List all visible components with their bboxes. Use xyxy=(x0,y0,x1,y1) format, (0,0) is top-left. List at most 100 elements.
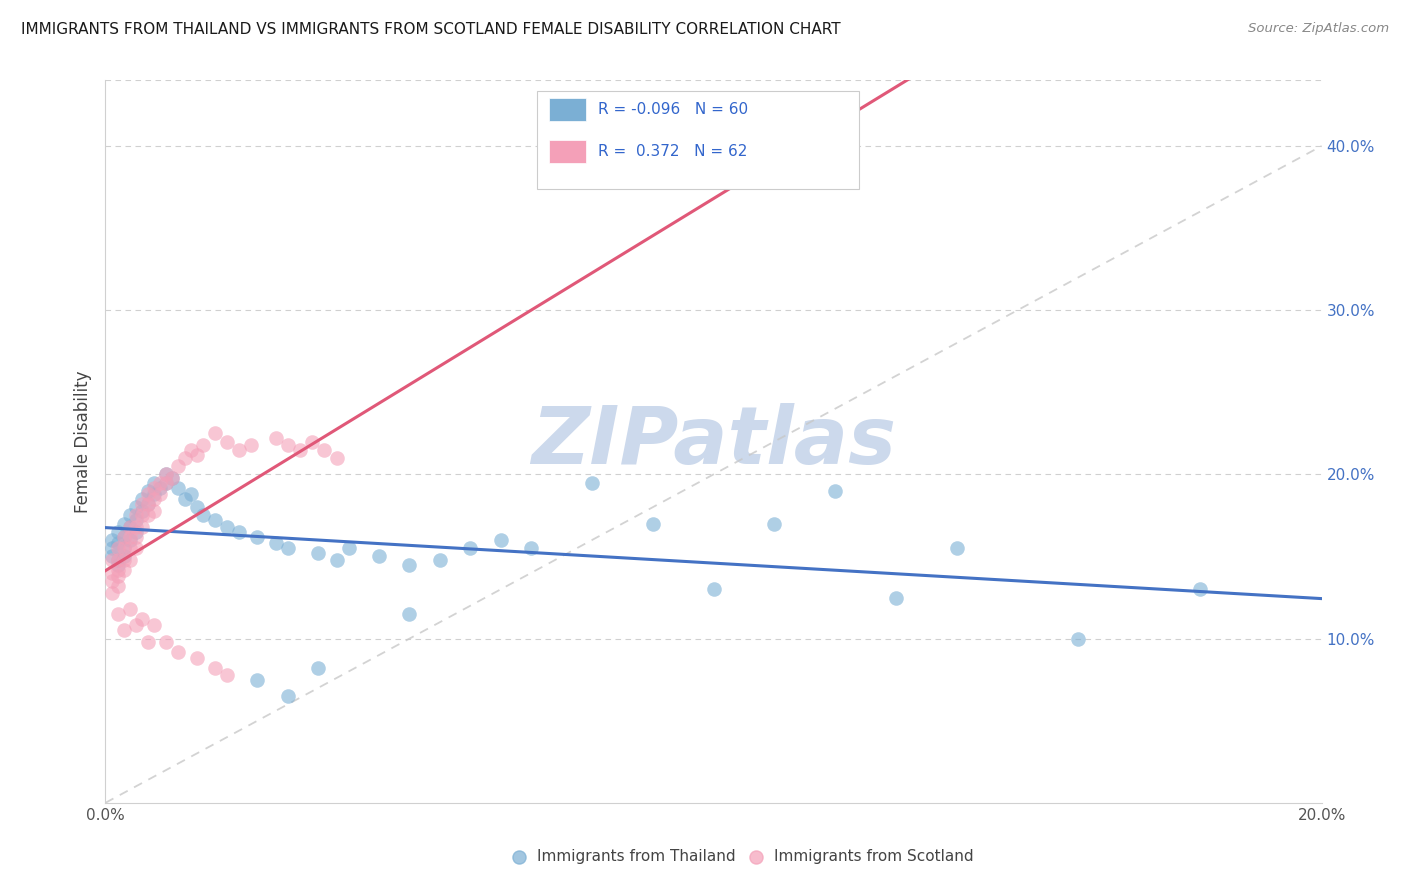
Point xyxy=(143,491,166,506)
Point xyxy=(162,471,184,485)
Point xyxy=(429,553,451,567)
Text: IMMIGRANTS FROM THAILAND VS IMMIGRANTS FROM SCOTLAND FEMALE DISABILITY CORRELATI: IMMIGRANTS FROM THAILAND VS IMMIGRANTS F… xyxy=(21,22,841,37)
Point xyxy=(155,467,177,482)
Point xyxy=(125,541,148,556)
Point xyxy=(191,438,214,452)
Point xyxy=(107,536,129,550)
Point xyxy=(288,442,311,457)
Point xyxy=(307,546,329,560)
Point xyxy=(118,602,141,616)
Point xyxy=(1067,632,1090,646)
Point xyxy=(228,442,250,457)
Point xyxy=(314,442,336,457)
Point xyxy=(136,635,159,649)
Point xyxy=(325,450,347,465)
Point xyxy=(136,497,159,511)
Point xyxy=(112,530,135,544)
Point xyxy=(100,585,122,599)
Point xyxy=(125,513,148,527)
FancyBboxPatch shape xyxy=(550,98,586,121)
Point xyxy=(100,541,122,556)
Point xyxy=(100,533,122,547)
Point xyxy=(107,569,129,583)
Point xyxy=(217,434,239,449)
Point xyxy=(143,481,166,495)
Point xyxy=(702,582,725,597)
Point xyxy=(180,487,202,501)
Point xyxy=(204,426,226,441)
Point xyxy=(149,487,172,501)
Point xyxy=(173,491,195,506)
Point xyxy=(100,574,122,588)
Point xyxy=(277,689,299,703)
Point xyxy=(398,607,420,621)
FancyBboxPatch shape xyxy=(537,91,859,189)
Point xyxy=(458,541,481,556)
Point xyxy=(107,607,129,621)
Point xyxy=(112,549,135,564)
Point xyxy=(173,450,195,465)
Point xyxy=(107,563,129,577)
Point xyxy=(143,618,166,632)
Point xyxy=(100,549,122,564)
Point xyxy=(228,524,250,539)
Point xyxy=(131,503,153,517)
Point xyxy=(100,566,122,580)
Point xyxy=(136,487,159,501)
Point xyxy=(763,516,786,531)
Point xyxy=(136,508,159,523)
Text: ZIPatlas: ZIPatlas xyxy=(531,402,896,481)
Point xyxy=(112,553,135,567)
Point xyxy=(125,508,148,523)
Point xyxy=(204,513,226,527)
Point xyxy=(162,471,184,485)
Point xyxy=(149,475,172,490)
Point xyxy=(240,438,263,452)
Point xyxy=(186,651,208,665)
Point xyxy=(118,553,141,567)
Point xyxy=(131,520,153,534)
Y-axis label: Female Disability: Female Disability xyxy=(73,370,91,513)
Point xyxy=(277,438,299,452)
Point xyxy=(100,553,122,567)
Point xyxy=(264,536,287,550)
Point xyxy=(125,500,148,515)
Text: Immigrants from Scotland: Immigrants from Scotland xyxy=(775,849,974,864)
Point xyxy=(264,431,287,445)
Point xyxy=(107,541,129,556)
Point xyxy=(131,612,153,626)
Point xyxy=(155,475,177,490)
Point xyxy=(167,459,190,474)
Point xyxy=(217,667,239,681)
Point xyxy=(155,475,177,490)
Point xyxy=(824,483,846,498)
Point xyxy=(641,516,664,531)
Point xyxy=(136,483,159,498)
Point xyxy=(125,520,148,534)
Text: R = -0.096   N = 60: R = -0.096 N = 60 xyxy=(598,103,748,118)
Point xyxy=(143,475,166,490)
Point xyxy=(489,533,512,547)
Point xyxy=(277,541,299,556)
Point xyxy=(581,475,603,490)
Point xyxy=(118,541,141,556)
Point xyxy=(107,553,129,567)
Point xyxy=(125,524,148,539)
Point xyxy=(337,541,360,556)
Point xyxy=(191,508,214,523)
Point xyxy=(118,508,141,523)
Point xyxy=(112,563,135,577)
Point xyxy=(112,516,135,531)
Point xyxy=(246,530,269,544)
Point xyxy=(131,508,153,523)
Point xyxy=(167,645,190,659)
Point xyxy=(118,520,141,534)
Point xyxy=(167,481,190,495)
Point xyxy=(945,541,967,556)
Point xyxy=(180,442,202,457)
Point xyxy=(325,553,347,567)
Text: Source: ZipAtlas.com: Source: ZipAtlas.com xyxy=(1249,22,1389,36)
Point xyxy=(217,520,239,534)
Point xyxy=(107,553,129,567)
Point xyxy=(307,661,329,675)
